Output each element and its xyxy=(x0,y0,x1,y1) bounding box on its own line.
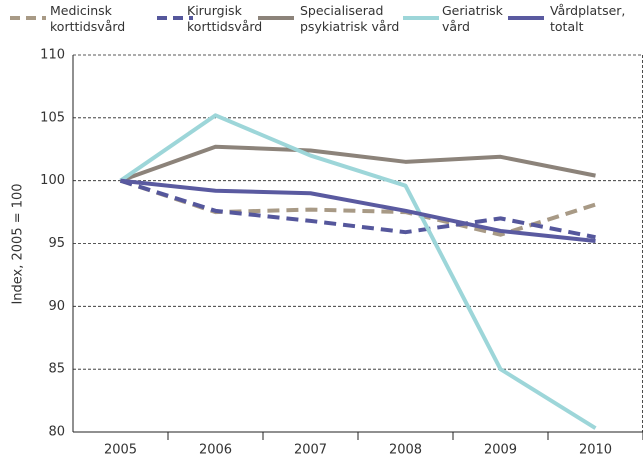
x-tick-label: 2009 xyxy=(484,443,517,458)
legend-label: Specialiserad psykiatrisk vård xyxy=(300,3,399,34)
legend-item: Kirurgisk korttidsvård xyxy=(157,3,262,34)
legend-item: Medicinsk korttidsvård xyxy=(10,3,125,34)
x-tick-label: 2005 xyxy=(104,443,137,458)
y-tick-label: 80 xyxy=(48,425,65,440)
y-tick-label: 95 xyxy=(48,236,65,251)
y-tick-label: 85 xyxy=(48,362,65,377)
legend-item: Specialiserad psykiatrisk vård xyxy=(258,3,399,34)
x-tick-label: 2008 xyxy=(389,443,422,458)
y-tick-label: 100 xyxy=(40,173,65,188)
y-axis-label: Index, 2005 = 100 xyxy=(11,183,26,304)
legend-label: Vårdplatser, totalt xyxy=(550,3,629,34)
x-tick-label: 2007 xyxy=(294,443,327,458)
x-tick-label: 2010 xyxy=(579,443,612,458)
legend-label: Kirurgisk korttidsvård xyxy=(187,3,262,34)
y-tick-label: 90 xyxy=(48,299,65,314)
legend-item: Vårdplatser, totalt xyxy=(508,3,629,34)
series-line xyxy=(119,178,596,240)
series-line xyxy=(119,113,597,430)
legend-item: Geriatrisk vård xyxy=(403,3,507,34)
x-tick-label: 2006 xyxy=(199,443,232,458)
y-tick-label: 105 xyxy=(40,110,65,125)
legend-label: Geriatrisk vård xyxy=(442,3,507,34)
legend-label: Medicinsk korttidsvård xyxy=(50,3,125,34)
series-line xyxy=(119,144,596,183)
series-line xyxy=(120,178,596,243)
y-tick-label: 110 xyxy=(40,48,65,63)
